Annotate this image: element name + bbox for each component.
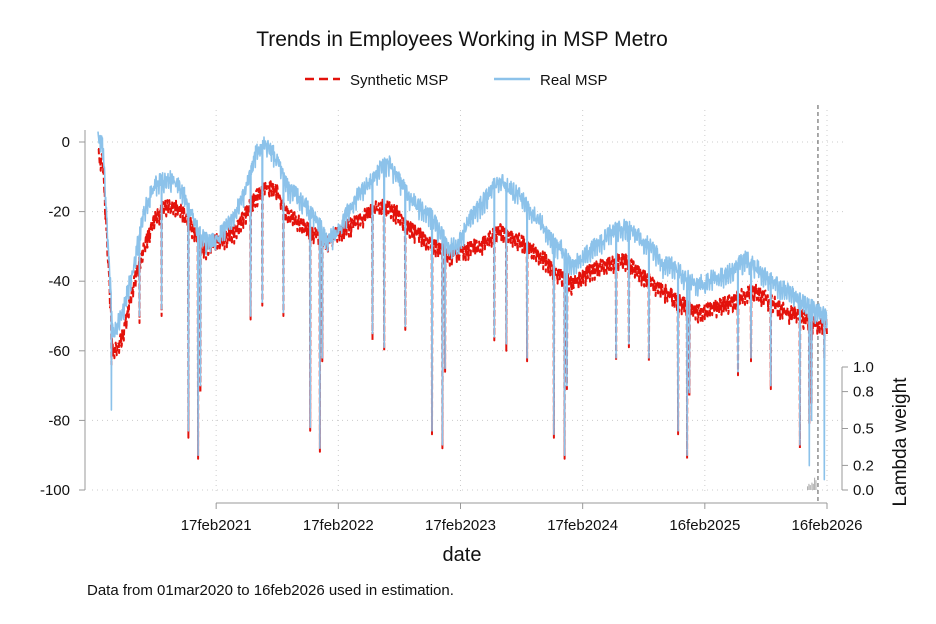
series-group	[97, 131, 828, 481]
y2-tick-label: 0.8	[853, 384, 874, 401]
legend: Synthetic MSP Real MSP	[305, 72, 608, 89]
axes: 0 -20 -40 -60 -80 -100 17feb2021 17feb2022 17feb…	[40, 105, 874, 534]
legend-label-synthetic: Synthetic MSP	[350, 72, 448, 89]
y-tick-label: 0	[62, 134, 70, 151]
gridlines	[92, 110, 845, 495]
y2-tick-label: 0.0	[853, 482, 874, 499]
x-tick-label: 17feb2023	[425, 517, 496, 534]
y-tick-label: -60	[48, 343, 70, 360]
y-tick-label: -20	[48, 204, 70, 221]
y2-tick-label: 0.2	[853, 457, 874, 474]
y2-tick-label: 1.0	[853, 359, 874, 376]
chart-title: Trends in Employees Working in MSP Metro	[256, 28, 668, 51]
x-tick-label: 17feb2024	[547, 517, 618, 534]
y-tick-label: -100	[40, 482, 70, 499]
x-tick-label: 16feb2026	[792, 517, 863, 534]
x-axis-label: date	[443, 544, 482, 566]
x-tick-label: 17feb2022	[303, 517, 374, 534]
x-tick-label: 16feb2025	[669, 517, 740, 534]
y2-tick-label: 0.5	[853, 421, 874, 438]
lambda-bars	[807, 477, 817, 490]
footnote: Data from 01mar2020 to 16feb2026 used in…	[87, 582, 454, 599]
series-line-real-msp	[97, 131, 828, 481]
legend-label-real: Real MSP	[540, 72, 608, 89]
series-line-synthetic-msp	[97, 148, 828, 460]
y2-axis-label: Lambda weight	[890, 377, 911, 507]
y-tick-label: -40	[48, 273, 70, 290]
x-tick-label: 17feb2021	[181, 517, 252, 534]
y-tick-label: -80	[48, 412, 70, 429]
